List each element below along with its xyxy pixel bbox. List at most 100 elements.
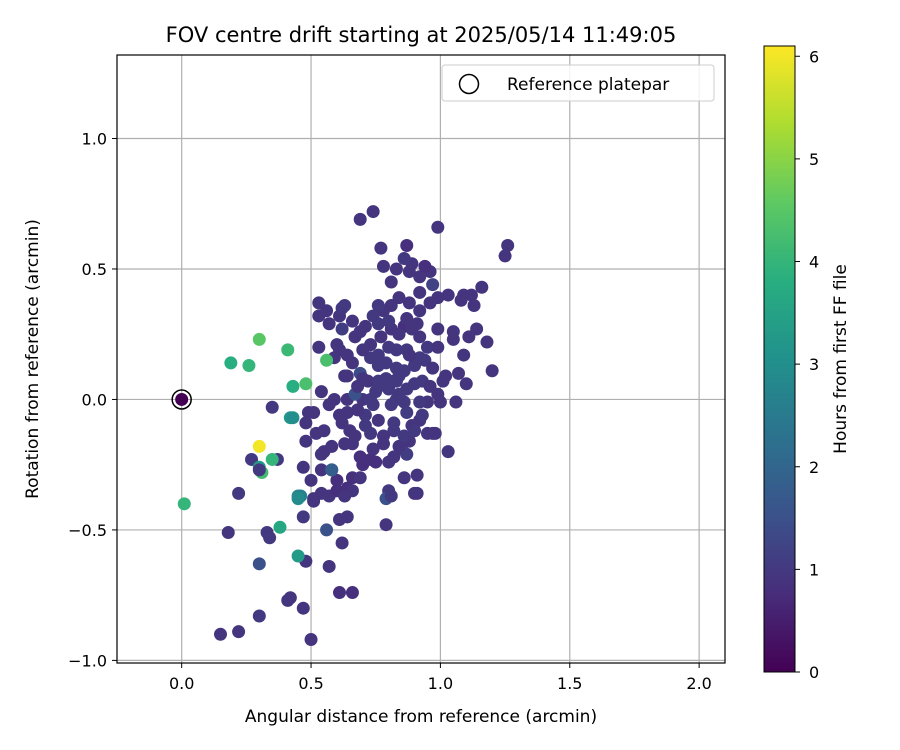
data-point [464, 288, 478, 302]
data-point [364, 338, 378, 352]
data-point [353, 212, 367, 226]
data-point [498, 249, 512, 263]
data-point [384, 398, 398, 412]
data-point [392, 369, 406, 383]
data-point [431, 220, 445, 234]
data-point [402, 348, 416, 362]
colorbar: 0 1 2 3 4 5 6 Hours from first FF file [763, 45, 851, 682]
data-point [273, 520, 287, 534]
data-point [224, 356, 238, 370]
colorbar-tick-label: 1 [809, 560, 819, 579]
reference-platepar-point [171, 389, 192, 410]
data-point [281, 593, 295, 607]
data-point [322, 398, 336, 412]
colorbar-tick-label: 3 [809, 355, 819, 374]
data-point [242, 359, 256, 373]
data-point [307, 492, 321, 506]
legend-marker-icon [458, 73, 480, 95]
data-point [485, 364, 499, 378]
data-point [470, 322, 484, 336]
data-point [387, 416, 401, 430]
data-point [338, 299, 352, 313]
data-point [221, 526, 235, 540]
data-point [376, 259, 390, 273]
data-point [335, 536, 349, 550]
data-point [402, 296, 416, 310]
y-tick-label: 0.5 [82, 260, 107, 279]
data-point [384, 489, 398, 503]
data-point [252, 463, 266, 477]
data-point [317, 424, 331, 438]
data-point [480, 335, 494, 349]
data-point [314, 385, 328, 399]
data-point [441, 288, 455, 302]
data-point [333, 586, 347, 600]
data-point [281, 343, 295, 357]
x-tick-label: 0.5 [298, 674, 323, 693]
data-point [410, 468, 424, 482]
data-point [312, 340, 326, 354]
data-point [320, 353, 334, 367]
data-point [431, 322, 445, 336]
colorbar-tick-label: 0 [809, 663, 819, 682]
y-tick-label: 0.0 [82, 390, 107, 409]
data-point [384, 275, 398, 289]
data-point [345, 314, 359, 328]
data-point [177, 497, 191, 511]
data-point [475, 280, 489, 294]
x-tick-label: 0.0 [169, 674, 194, 693]
data-point [265, 452, 279, 466]
data-point [420, 340, 434, 354]
data-point [340, 405, 354, 419]
data-point [433, 395, 447, 409]
data-point [392, 439, 406, 453]
data-point [371, 413, 385, 427]
data-point [501, 238, 515, 252]
data-point [374, 241, 388, 255]
data-point [320, 523, 334, 537]
data-point [423, 296, 437, 310]
data-point [382, 314, 396, 328]
data-point [371, 317, 385, 331]
y-axis-label: Rotation from reference (arcmin) [23, 219, 43, 499]
data-point [291, 549, 305, 563]
data-point [369, 455, 383, 469]
data-point [299, 416, 313, 430]
data-point [322, 317, 336, 331]
data-point [345, 586, 359, 600]
data-point [426, 426, 440, 440]
colorbar-label: Hours from first FF file [831, 264, 851, 454]
reference-point-fill [175, 392, 189, 406]
x-tick-label: 1.0 [428, 674, 453, 693]
data-point [408, 486, 422, 500]
data-point [413, 304, 427, 318]
data-point [312, 309, 326, 323]
data-point [343, 424, 357, 438]
data-point [307, 405, 321, 419]
data-point [232, 625, 246, 639]
data-point [353, 450, 367, 464]
data-point [408, 424, 422, 438]
data-point [358, 319, 372, 333]
data-point [252, 332, 266, 346]
data-point [325, 439, 339, 453]
data-point [439, 369, 453, 383]
data-point [265, 400, 279, 414]
data-point [291, 492, 305, 506]
data-point [366, 442, 380, 456]
data-point [351, 403, 365, 417]
data-point [379, 356, 393, 370]
data-point [426, 278, 440, 292]
colorbar-tick-label: 4 [809, 253, 819, 272]
data-point [356, 372, 370, 386]
data-point [431, 340, 445, 354]
data-point [345, 356, 359, 370]
data-point [413, 351, 427, 365]
data-point [252, 609, 266, 623]
data-point [364, 392, 378, 406]
data-point [252, 557, 266, 571]
data-point [413, 270, 427, 284]
data-point [299, 434, 313, 448]
data-point [392, 327, 406, 341]
